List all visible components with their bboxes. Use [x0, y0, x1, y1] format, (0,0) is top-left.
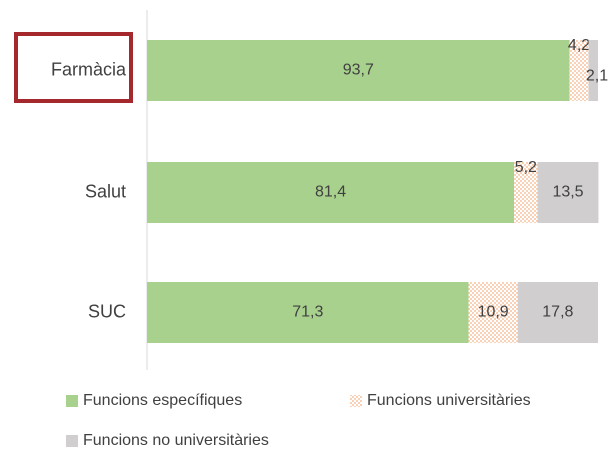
value-label: 13,5: [552, 184, 583, 201]
bar-segment: [468, 282, 518, 343]
bar-segment: [147, 162, 515, 223]
bar-segment: [517, 282, 598, 343]
legend-swatch: [66, 435, 78, 447]
category-label: Salut: [85, 181, 126, 201]
value-label: 71,3: [292, 304, 323, 321]
bar-segment: [537, 162, 599, 223]
highlight-box: [14, 32, 133, 103]
value-label: 81,4: [315, 184, 346, 201]
bar-segment: [569, 40, 589, 101]
value-label: 5,2: [515, 159, 537, 176]
category-label: SUC: [88, 301, 126, 321]
bar-segment: [588, 40, 598, 101]
legend-label: Funcions no universitàries: [83, 432, 269, 449]
value-label: 4,2: [568, 37, 590, 54]
legend-label: Funcions específiques: [83, 392, 242, 409]
category-label: Farmàcia: [51, 59, 127, 79]
legend-swatch: [66, 395, 78, 407]
value-label: 2,1: [586, 68, 608, 85]
value-label: 17,8: [542, 304, 573, 321]
legend-label: Funcions universitàries: [367, 392, 531, 409]
bar-segment: [147, 40, 570, 101]
value-label: 10,9: [478, 304, 509, 321]
value-label: 93,7: [343, 62, 374, 79]
legend-swatch: [350, 395, 362, 407]
bar-segment: [514, 162, 538, 223]
bar-segment: [147, 282, 469, 343]
